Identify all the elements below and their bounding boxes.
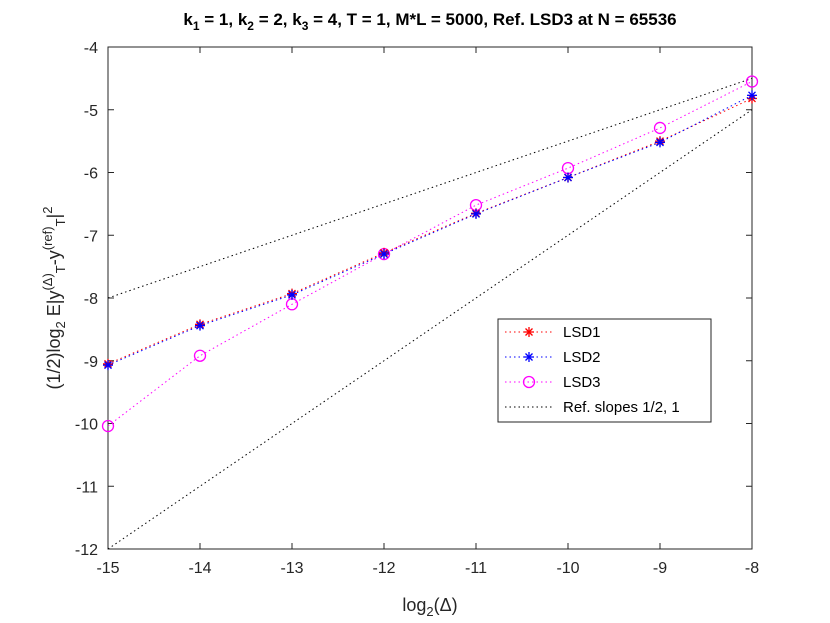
data-point bbox=[195, 320, 205, 331]
legend-item: Ref. slopes 1/2, 1 bbox=[505, 399, 680, 416]
legend-label: LSD3 bbox=[563, 374, 601, 391]
series-line bbox=[107, 98, 753, 365]
circle-marker bbox=[522, 375, 536, 389]
asterisk-marker bbox=[524, 352, 534, 362]
series-layer bbox=[101, 75, 759, 433]
marker-stroke bbox=[748, 91, 756, 100]
y-tick-label: -9 bbox=[84, 354, 98, 371]
text-part: T bbox=[53, 265, 68, 273]
asterisk-marker bbox=[524, 327, 534, 337]
text-part: 2 bbox=[247, 19, 254, 33]
text-part: 2 bbox=[53, 321, 68, 328]
series-line bbox=[107, 94, 753, 366]
legend-label: Ref. slopes 1/2, 1 bbox=[563, 399, 680, 416]
text-part: log bbox=[402, 595, 426, 615]
y-tick-label: -6 bbox=[84, 166, 98, 183]
text-part: (ref) bbox=[40, 226, 55, 250]
y-tick-label: -8 bbox=[84, 291, 98, 308]
reference-line bbox=[107, 77, 753, 299]
text-part: 3 bbox=[302, 19, 309, 33]
text-part: 1 bbox=[193, 19, 200, 33]
y-tick-label: -10 bbox=[75, 417, 98, 434]
data-point bbox=[193, 349, 207, 362]
data-point bbox=[379, 249, 389, 260]
text-part: (1/2)log bbox=[44, 328, 64, 389]
data-point bbox=[287, 289, 297, 300]
x-axis-label: log2(Δ) bbox=[402, 595, 457, 619]
x-tick-label: -12 bbox=[372, 560, 395, 577]
data-point bbox=[563, 172, 573, 183]
text-part: = 1, k bbox=[200, 10, 248, 29]
marker-stroke bbox=[288, 290, 296, 299]
x-tick-label: -15 bbox=[96, 560, 119, 577]
data-point bbox=[471, 208, 481, 219]
x-tick-label: -8 bbox=[745, 560, 759, 577]
data-point bbox=[103, 360, 113, 371]
text-part: T bbox=[53, 218, 68, 226]
legend-item: LSD1 bbox=[505, 324, 601, 341]
y-tick-label: -12 bbox=[75, 542, 98, 559]
data-point bbox=[653, 121, 667, 135]
x-tick-label: -11 bbox=[465, 560, 487, 577]
series-lsd3 bbox=[101, 75, 759, 433]
legend-label: LSD1 bbox=[563, 324, 601, 341]
text-part: E|y bbox=[44, 291, 64, 322]
legend-label: LSD2 bbox=[563, 349, 601, 366]
marker-stroke bbox=[525, 328, 533, 336]
y-tick-label: -5 bbox=[84, 103, 98, 120]
marker-stroke bbox=[564, 173, 572, 182]
x-tick-label: -14 bbox=[188, 560, 211, 577]
chart-title: k1 = 1, k2 = 2, k3 = 4, T = 1, M*L = 500… bbox=[183, 10, 676, 33]
data-point bbox=[101, 419, 115, 433]
y-ticks: -12 -11 -10 -9 -8 -7 -6 -5 -4 bbox=[75, 40, 752, 559]
text-part: | bbox=[44, 214, 64, 219]
data-point bbox=[747, 90, 757, 101]
x-tick-label: -10 bbox=[556, 560, 579, 577]
x-tick-label: -13 bbox=[280, 560, 303, 577]
text-part: = 2, k bbox=[254, 10, 302, 29]
reference-lines bbox=[107, 77, 753, 550]
text-part: = 4, T = 1, M*L = 5000, Ref. LSD3 at N =… bbox=[308, 10, 676, 29]
y-tick-label: -11 bbox=[76, 479, 98, 496]
x-ticks: -15 -14 -13 -12 -11 -10 -9 -8 bbox=[96, 47, 759, 577]
y-tick-label: -7 bbox=[84, 228, 98, 245]
text-part: 2 bbox=[426, 604, 433, 619]
text-part: (Δ) bbox=[434, 595, 458, 615]
marker-stroke bbox=[196, 321, 204, 330]
legend: LSD1 LSD2 LSD3 Ref. slopes 1/2, 1 bbox=[497, 318, 712, 423]
marker-stroke bbox=[656, 138, 664, 147]
marker-stroke bbox=[472, 209, 480, 218]
legend-item: LSD2 bbox=[505, 349, 601, 366]
y-tick-label: -4 bbox=[84, 40, 98, 57]
legend-item: LSD3 bbox=[505, 374, 601, 391]
marker-stroke bbox=[525, 353, 533, 361]
y-axis-label: (1/2)log2 E|y(Δ)T-y(ref)T|2 bbox=[40, 207, 68, 390]
data-point bbox=[655, 137, 665, 148]
legend-box bbox=[497, 318, 712, 423]
data-point bbox=[745, 75, 759, 88]
text-part: 2 bbox=[40, 207, 55, 214]
text-part: (Δ) bbox=[40, 273, 55, 290]
series-lsd2 bbox=[103, 90, 757, 371]
text-part: -y bbox=[44, 250, 64, 265]
marker-stroke bbox=[380, 250, 388, 259]
series-line bbox=[107, 81, 753, 427]
x-tick-label: -9 bbox=[653, 560, 667, 577]
text-part: k bbox=[183, 10, 193, 29]
marker-stroke bbox=[104, 361, 112, 370]
